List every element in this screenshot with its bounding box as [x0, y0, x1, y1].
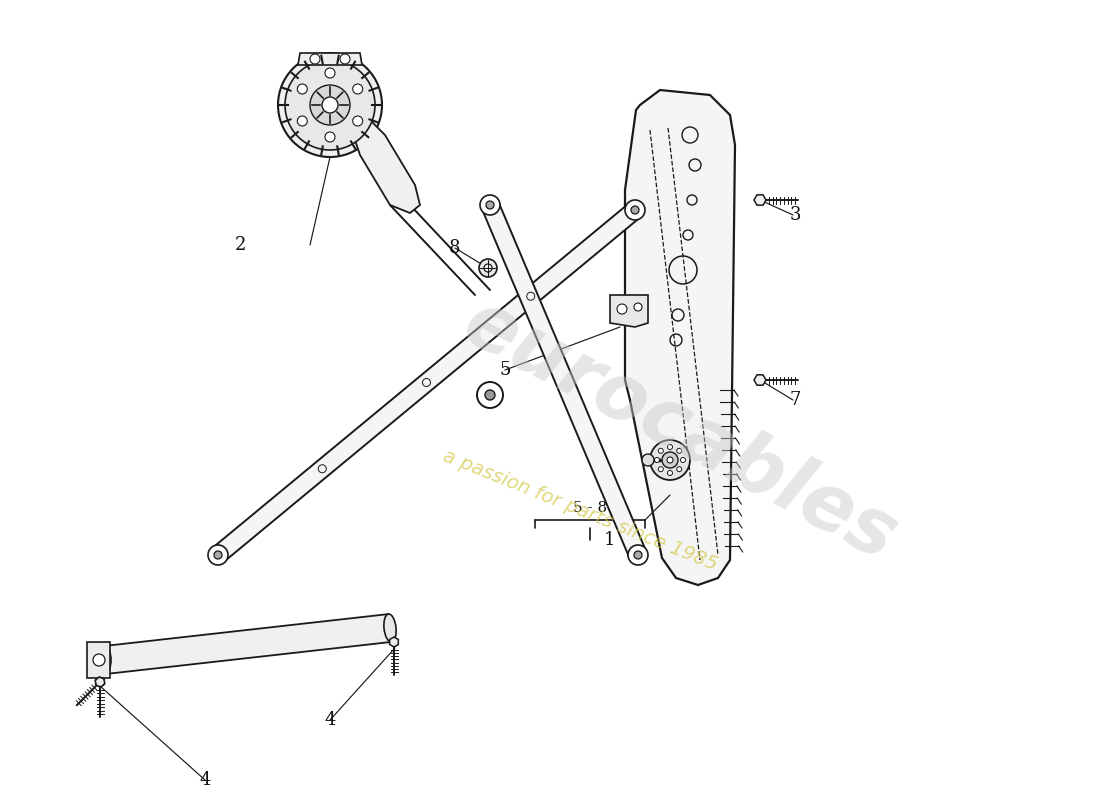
- Circle shape: [478, 259, 497, 277]
- Circle shape: [484, 264, 492, 272]
- Circle shape: [486, 201, 494, 209]
- Circle shape: [310, 85, 350, 125]
- Circle shape: [650, 440, 690, 480]
- Circle shape: [654, 458, 660, 462]
- Circle shape: [477, 382, 503, 408]
- Text: 5: 5: [499, 361, 510, 379]
- Circle shape: [625, 200, 645, 220]
- Circle shape: [278, 53, 382, 157]
- Text: eurocables: eurocables: [450, 284, 910, 576]
- Circle shape: [628, 545, 648, 565]
- Circle shape: [634, 551, 642, 559]
- Text: 3: 3: [790, 206, 801, 224]
- Polygon shape: [610, 295, 648, 327]
- Circle shape: [668, 470, 672, 475]
- Circle shape: [310, 54, 320, 64]
- Text: a passion for parts since 1985: a passion for parts since 1985: [440, 446, 720, 574]
- Circle shape: [681, 458, 685, 462]
- Text: 4: 4: [324, 711, 336, 729]
- Circle shape: [634, 303, 642, 311]
- Circle shape: [485, 390, 495, 400]
- Circle shape: [94, 654, 104, 666]
- Circle shape: [617, 304, 627, 314]
- Text: 2: 2: [234, 236, 245, 254]
- Circle shape: [322, 97, 338, 113]
- Circle shape: [324, 68, 336, 78]
- Ellipse shape: [99, 646, 111, 674]
- Text: 7: 7: [790, 391, 801, 409]
- Circle shape: [324, 132, 336, 142]
- Polygon shape: [754, 375, 766, 385]
- Text: 5 - 8: 5 - 8: [573, 501, 607, 515]
- Circle shape: [676, 448, 682, 454]
- Circle shape: [214, 551, 222, 559]
- Circle shape: [631, 206, 639, 214]
- Circle shape: [297, 116, 307, 126]
- Circle shape: [662, 452, 678, 468]
- Circle shape: [658, 466, 663, 472]
- Circle shape: [353, 116, 363, 126]
- Polygon shape: [298, 53, 362, 65]
- Polygon shape: [625, 90, 735, 585]
- Text: 8: 8: [449, 239, 461, 257]
- Circle shape: [480, 195, 501, 215]
- Polygon shape: [754, 195, 766, 205]
- Circle shape: [668, 445, 672, 450]
- Circle shape: [676, 466, 682, 472]
- Ellipse shape: [384, 614, 396, 642]
- Polygon shape: [96, 677, 104, 687]
- Polygon shape: [96, 677, 104, 687]
- Polygon shape: [350, 110, 420, 213]
- Text: 4: 4: [199, 771, 211, 789]
- Circle shape: [340, 54, 350, 64]
- Circle shape: [353, 84, 363, 94]
- Polygon shape: [389, 637, 398, 647]
- Circle shape: [285, 60, 375, 150]
- Text: 1: 1: [604, 531, 616, 549]
- Polygon shape: [212, 203, 640, 562]
- Polygon shape: [87, 642, 110, 678]
- Polygon shape: [482, 202, 647, 558]
- Circle shape: [658, 448, 663, 454]
- Circle shape: [667, 457, 673, 463]
- Polygon shape: [103, 614, 392, 674]
- Circle shape: [642, 454, 654, 466]
- Circle shape: [208, 545, 228, 565]
- Circle shape: [297, 84, 307, 94]
